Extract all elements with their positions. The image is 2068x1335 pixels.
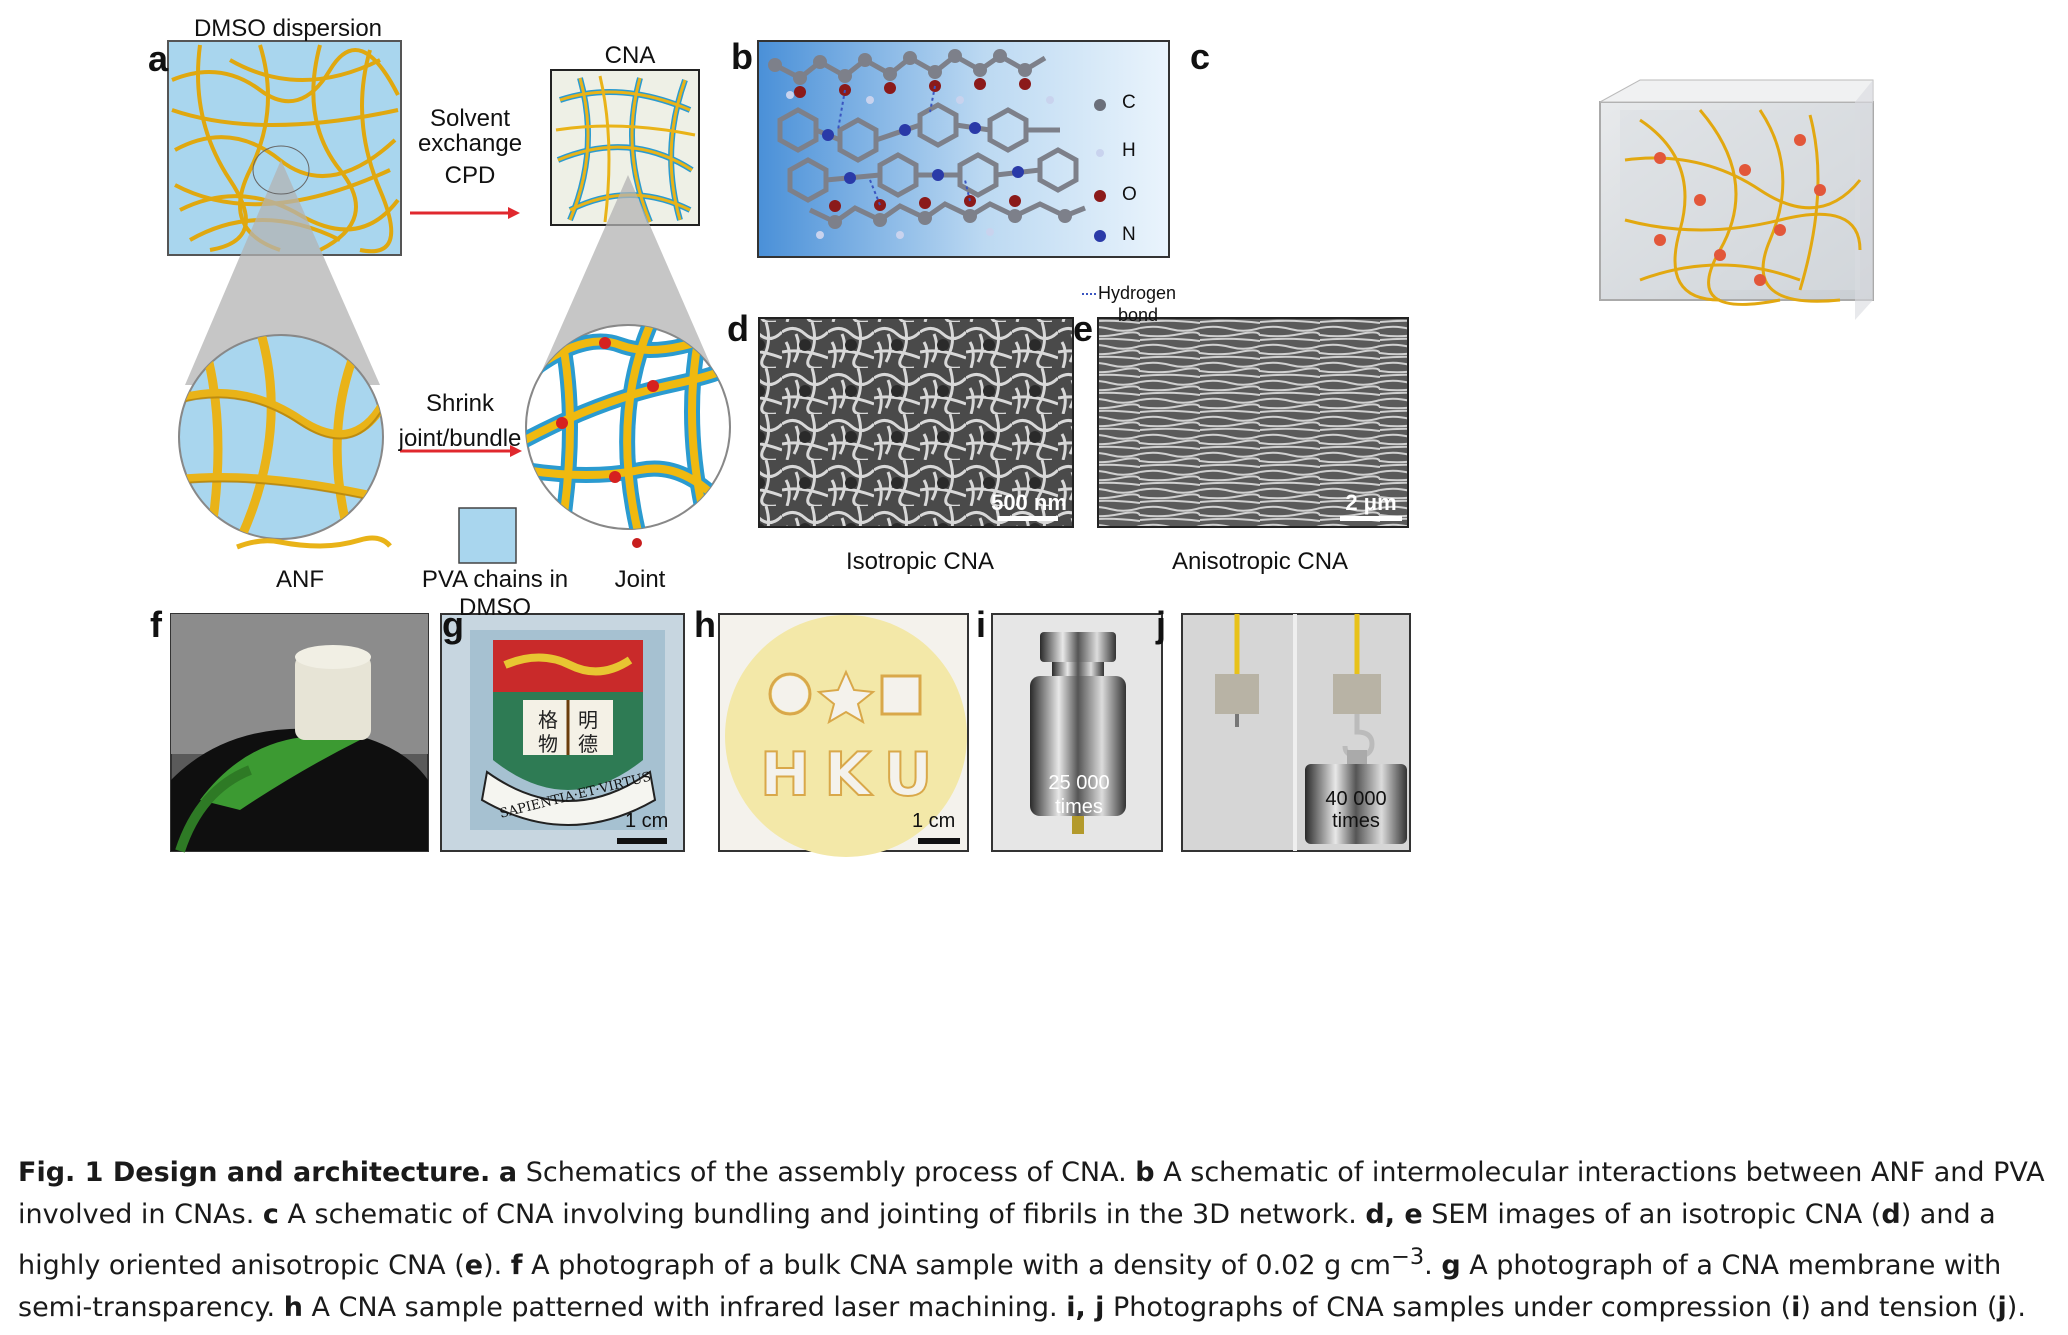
caption-label-h: h [283,1292,303,1323]
caption-text-a: Schematics of the assembly process of CN… [517,1157,1136,1188]
legend-pva-label: PVA chains in DMSO [421,566,569,621]
caption-label-g: g [1441,1250,1461,1281]
caption-ref-e: e [464,1250,484,1281]
compression-unit: times [1055,796,1103,818]
caption-text-b: A schematic of intermolecular interactio… [18,1157,2045,1230]
panel-label-e: e [1073,308,1094,349]
panel-label-d: d [727,308,749,349]
caption-text-ij-3: ). [2006,1292,2026,1323]
figure-caption: Fig. 1 Design and architecture. a Schema… [18,1152,2048,1329]
caption-ref-j: j [1997,1292,2007,1323]
legend-anf-label: ANF [276,566,324,593]
caption-label-a: a [498,1157,518,1188]
legend-bond: bond [1118,305,1159,325]
caption-label-c: c [262,1199,279,1230]
caption-end-f: . [1424,1250,1442,1281]
crest-char-4: 德 [578,732,598,756]
legend-hydrogen: Hydrogen [1098,283,1177,303]
caption-label-de: d, e [1365,1199,1423,1230]
caption-sup-f: −3 [1390,1244,1425,1270]
panel-label-c: c [1190,36,1211,77]
crest-char-3: 物 [538,732,558,756]
cna-label: CNA [604,42,656,69]
legend-h: H [1122,140,1136,161]
panel-label-i: i [976,604,987,645]
crest-char-1: 格 [538,708,558,732]
caption-label-ij: i, j [1066,1292,1105,1323]
tension-count: 40 000 [1325,788,1387,810]
caption-ref-d: d [1881,1199,1901,1230]
legend-joint-label: Joint [614,566,666,593]
caption-title: Fig. 1 Design and architecture. [18,1157,491,1188]
legend-o: O [1122,184,1137,205]
solvent-label: Solvent [429,105,511,132]
joint-bundle-label: joint/bundle [398,425,522,452]
anisotropic-cna-label: Anisotropic CNA [1171,548,1349,575]
caption-text-h: A CNA sample patterned with infrared las… [302,1292,1067,1323]
caption-text-de-2: ) and a highly oriented anisotropic CNA … [18,1199,1996,1281]
scale-label-g: 1 cm [625,810,669,832]
cpd-label: CPD [444,162,496,189]
exchange-label: exchange [417,130,523,157]
panel-label-a: a [148,38,169,79]
legend-c: C [1122,92,1136,113]
panel-label-g: g [442,604,464,645]
caption-text-ij-1: Photographs of CNA samples under compres… [1104,1292,1792,1323]
caption-text-de-1: SEM images of an isotropic CNA ( [1422,1199,1882,1230]
scale-label-h: 1 cm [912,810,956,832]
isotropic-cna-label: Isotropic CNA [845,548,995,575]
panel-label-f: f [150,604,162,645]
caption-ref-i: i [1791,1292,1801,1323]
caption-text-c: A schematic of CNA involving bundling an… [278,1199,1366,1230]
panel-label-h: h [694,604,716,645]
panel-label-b: b [731,36,753,77]
tension-unit: times [1332,810,1380,832]
caption-label-b: b [1135,1157,1155,1188]
caption-text-ij-2: ) and tension ( [1800,1292,1998,1323]
scale-label-e: 2 μm [1345,490,1397,515]
panel-label-j: j [1156,604,1167,645]
legend-n: N [1122,224,1136,245]
scale-label-d: 500 nm [991,490,1067,515]
caption-label-f: f [510,1250,523,1281]
shrink-label: Shrink [425,390,495,417]
crest-char-2: 明 [578,708,598,732]
compression-count: 25 000 [1048,772,1110,794]
caption-text-de-3: ). [483,1250,511,1281]
dmso-dispersion-label: DMSO dispersion [193,15,383,42]
hku-letters: HKU [759,739,947,811]
caption-text-g: A photograph of a CNA membrane with semi… [18,1250,2002,1323]
caption-text-f: A photograph of a bulk CNA sample with a… [522,1250,1391,1281]
